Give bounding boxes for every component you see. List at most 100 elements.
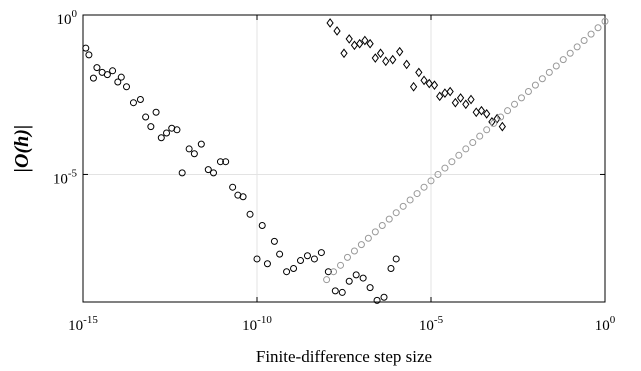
circle-point xyxy=(190,150,198,158)
circle-point xyxy=(210,169,217,177)
circle-point xyxy=(283,268,291,276)
diamond-point xyxy=(350,40,359,51)
circle-point xyxy=(229,183,237,191)
plot-frame xyxy=(82,14,606,303)
diamond-point xyxy=(467,94,475,105)
circle-point xyxy=(497,113,505,121)
circle-point xyxy=(136,96,144,104)
circle-point xyxy=(317,249,325,257)
circle-point xyxy=(573,43,581,51)
diamond-point xyxy=(462,99,470,110)
series-2 xyxy=(326,18,506,132)
diamond-point xyxy=(451,97,459,108)
circle-point xyxy=(216,158,224,166)
diamond-point xyxy=(345,34,353,44)
circle-point xyxy=(338,288,346,296)
diamond-point xyxy=(456,93,465,103)
circle-point xyxy=(580,37,588,45)
diamond-point xyxy=(361,35,369,46)
y-tick-label: 10-5 xyxy=(53,167,78,187)
circle-point xyxy=(434,170,442,178)
circle-point xyxy=(406,196,414,204)
circle-point xyxy=(330,268,338,276)
y-tick-label: 100 xyxy=(57,8,78,28)
diamond-point xyxy=(382,56,390,67)
diamond-point xyxy=(483,109,491,119)
diamond-point xyxy=(376,48,385,59)
circle-point xyxy=(601,17,609,25)
circle-point xyxy=(89,74,97,82)
circle-point xyxy=(380,293,388,301)
circle-point xyxy=(399,202,407,210)
circle-point xyxy=(552,62,560,70)
diamond-point xyxy=(430,80,439,90)
circle-point xyxy=(297,257,304,265)
diamond-point xyxy=(396,46,404,57)
circle-point xyxy=(129,99,137,107)
diamond-point xyxy=(326,18,334,28)
circle-point xyxy=(324,268,332,276)
circle-point xyxy=(385,215,393,223)
circle-point xyxy=(239,193,247,201)
diamond-point xyxy=(403,59,411,70)
circle-point xyxy=(246,210,254,218)
diamond-point xyxy=(389,54,397,65)
diamond-point xyxy=(420,75,428,86)
diamond-point xyxy=(366,38,374,49)
circle-point xyxy=(147,123,155,131)
diamond-point xyxy=(371,53,379,63)
circle-point xyxy=(276,250,284,258)
circle-point xyxy=(420,183,428,191)
diamond-point xyxy=(446,86,454,97)
circle-point xyxy=(85,51,93,59)
circle-point xyxy=(490,119,498,127)
circle-point xyxy=(462,145,470,153)
circle-point xyxy=(545,68,553,76)
circle-point xyxy=(222,158,230,166)
x-tick-label: 100 xyxy=(595,314,616,334)
circle-point xyxy=(594,24,602,32)
circle-point xyxy=(366,284,374,292)
circle-point xyxy=(587,30,595,38)
diamond-point xyxy=(409,81,418,92)
circle-point xyxy=(142,113,150,121)
tick-labels: 10-15 10-10 10-5 100 10-5 100 xyxy=(53,8,616,334)
circle-point xyxy=(441,164,449,172)
circle-point xyxy=(538,75,546,83)
diamond-point xyxy=(477,105,486,116)
circle-point xyxy=(178,169,186,177)
series-1 xyxy=(82,44,400,304)
diamond-point xyxy=(498,121,506,132)
circle-point xyxy=(109,67,117,75)
circle-point xyxy=(559,56,567,64)
circle-point xyxy=(82,44,90,52)
circle-point xyxy=(352,271,360,279)
diamond-point xyxy=(472,107,480,118)
circle-point xyxy=(455,151,463,159)
diamond-point xyxy=(415,67,423,78)
diamond-point xyxy=(340,48,348,59)
circle-point xyxy=(258,221,266,229)
x-tick-label: 10-15 xyxy=(68,314,98,334)
circle-point xyxy=(371,228,379,236)
data-series xyxy=(82,17,609,304)
diamond-point xyxy=(425,78,433,89)
circle-point xyxy=(331,287,339,295)
circle-point xyxy=(152,108,160,116)
circle-point xyxy=(270,237,278,245)
circle-point xyxy=(476,132,484,140)
circle-point xyxy=(290,265,298,273)
circle-point xyxy=(117,73,125,81)
circle-point xyxy=(469,139,477,147)
circle-point xyxy=(123,83,130,91)
circle-point xyxy=(345,277,353,285)
circle-point xyxy=(392,255,400,263)
circle-point xyxy=(531,81,539,89)
circle-point xyxy=(253,255,261,263)
circle-point xyxy=(364,234,372,242)
x-axis-title: Finite-difference step size xyxy=(256,347,432,366)
circle-point xyxy=(413,190,421,198)
x-tick-label: 10-5 xyxy=(419,314,444,334)
series-3 xyxy=(323,17,609,284)
